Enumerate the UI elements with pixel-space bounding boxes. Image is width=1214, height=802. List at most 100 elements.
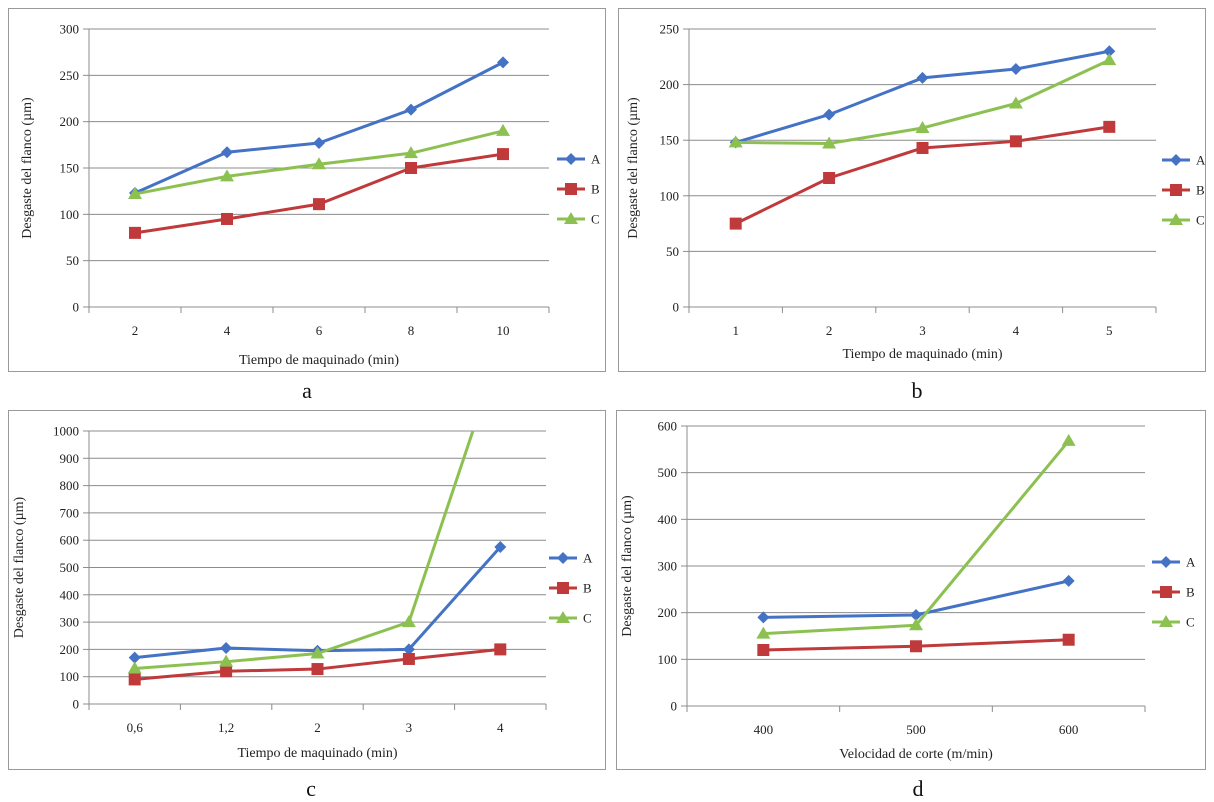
chart-panel-a: 0 50 100 150 200 250 300 2 4 6 8 10 Desgaste del fla… [8,8,606,372]
plot-area [756,433,1076,656]
data-point-B [1009,135,1022,148]
data-point-A [757,611,770,624]
legend-marker-C [1169,213,1183,225]
legend-marker-A [565,153,577,165]
data-point-A [405,103,417,116]
y-tick-label: 200 [658,605,678,620]
data-point-C [496,123,510,136]
legend-label-A: A [1186,555,1196,570]
x-tick-label: 3 [406,720,413,735]
y-tick-label: 800 [60,478,80,493]
data-point-A [1103,45,1116,58]
x-tick-label: 2 [132,323,139,338]
legend-marker-A [1170,154,1182,166]
x-tick-label: 400 [754,722,774,737]
legend-marker-A [557,552,569,564]
data-point-A [823,108,836,121]
y-axis-title: Desgaste del flanco (µm) [20,97,35,239]
plot-area [128,56,510,239]
x-tick-label: 4 [224,323,231,338]
data-point-C [219,654,234,667]
legend-marker-C [556,611,570,623]
data-point-C [312,157,326,170]
data-point-C [1008,96,1023,109]
y-tick-label: 0 [73,697,80,712]
data-point-C [310,646,325,659]
chart-panel-d: 0 100 200 300 400 500 600 400 500 600 Desgaste del… [616,410,1206,770]
series-line-B [735,125,1110,225]
y-tick-label: 150 [660,133,680,148]
series-line-C [763,439,1070,636]
data-point-B [405,162,417,174]
x-tick-label: 10 [497,323,510,338]
y-tick-label: 300 [658,559,678,574]
data-point-C [1102,53,1117,66]
chart-b-svg: 0 50 100 150 200 250 1 2 3 4 5 Desgaste del flanco … [626,22,1206,363]
x-tick-label: 1,2 [218,720,234,735]
y-tick-label: 200 [60,642,80,657]
x-tick-label: 0,6 [127,720,144,735]
chart-panel-c: 0 100 200 300 400 500 600 700 800 900 1000 0,6 1,2 2 3… [8,410,606,770]
y-tick-label: 600 [658,419,678,434]
data-point-B [497,148,509,161]
data-point-B [313,198,325,211]
x-axis-title: Tiempo de maquinado (min) [239,353,399,368]
y-axis-title: Desgaste del flanco (µm) [626,97,641,239]
legend-label-C: C [583,611,592,626]
data-point-C [401,615,416,628]
data-point-A [1009,63,1022,76]
y-tick-label: 150 [60,161,80,176]
y-tick-label: 300 [60,22,80,37]
data-point-B [757,644,770,656]
data-point-A [910,609,922,621]
y-tick-label: 250 [60,68,80,83]
x-tick-label: 6 [316,323,323,338]
x-tick-label: 8 [408,323,415,338]
y-tick-label: 250 [660,22,680,37]
legend-label-B: B [583,581,592,596]
y-tick-label: 200 [60,114,80,129]
legend-label-A: A [583,551,593,566]
legend-marker-C [564,212,578,224]
legend-marker-C [1159,615,1173,627]
legend-marker-B [1160,586,1172,598]
data-point-A [313,136,325,149]
panel-label-a: a [302,378,312,403]
data-point-C [404,146,418,159]
y-tick-label: 50 [666,244,679,259]
plot-area [127,431,507,686]
data-point-C [127,661,142,674]
legend-marker-A [1160,556,1172,568]
data-point-A [220,642,233,655]
y-tick-label: 100 [660,188,680,203]
data-point-A [916,71,929,84]
data-point-A [128,651,141,664]
x-axis-title: Tiempo de maquinado (min) [842,347,1002,362]
legend-marker-B [565,183,577,195]
data-point-C [128,186,142,199]
chart-a-svg: 0 50 100 150 200 250 300 2 4 6 8 10 Desgaste del fla… [20,22,601,369]
x-tick-label: 4 [497,720,504,735]
y-tick-label: 100 [658,652,678,667]
y-tick-label: 600 [60,533,80,548]
y-tick-label: 700 [60,505,80,520]
data-point-B [1062,633,1075,646]
legend-marker-B [1170,184,1182,196]
data-point-B [823,172,836,185]
data-point-C [909,618,923,631]
y-tick-label: 200 [660,77,680,92]
panel-label-b: b [911,378,923,403]
x-tick-label: 4 [1013,323,1020,338]
panel-label-d: d [912,776,924,801]
data-point-B [1103,120,1116,133]
x-axis-title: Velocidad de corte (m/min) [839,747,993,762]
series-line-A [134,61,504,195]
x-tick-label: 5 [1106,323,1113,338]
legend-label-C: C [1186,615,1195,630]
data-point-B [494,643,507,656]
y-tick-label: 400 [658,512,678,527]
y-tick-label: 1000 [53,424,79,439]
data-point-B [221,212,233,225]
data-point-C [220,169,234,182]
x-tick-label: 3 [919,323,926,338]
